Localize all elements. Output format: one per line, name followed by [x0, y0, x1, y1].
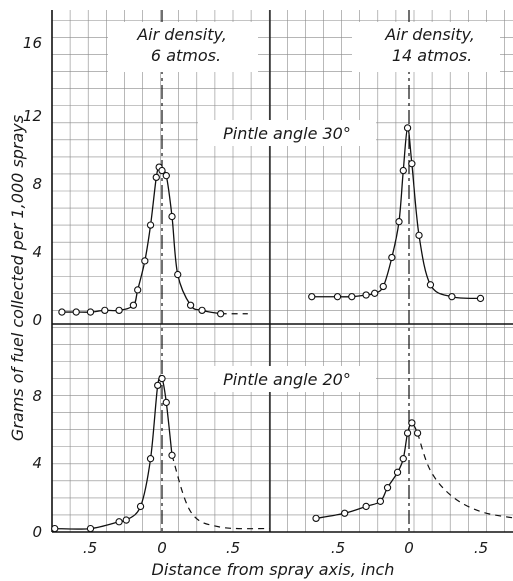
data-point — [115, 518, 123, 526]
data-point — [399, 166, 407, 175]
data-point — [413, 429, 422, 437]
y-tick-label: 0 — [32, 523, 42, 541]
data-point — [376, 497, 385, 505]
data-point — [141, 257, 149, 265]
data-point — [158, 374, 166, 383]
x-tick-label: .5 — [474, 539, 488, 557]
data-point — [308, 293, 316, 301]
data-point — [333, 293, 342, 301]
x-tick-label: .5 — [83, 539, 97, 557]
series-line-bottom-left — [54, 375, 173, 530]
y-tick-label: 4 — [32, 454, 42, 472]
data-point — [115, 306, 123, 315]
data-point — [383, 484, 392, 492]
data-point — [158, 166, 166, 175]
data-point — [101, 306, 109, 315]
data-point — [162, 398, 170, 407]
x-axis-label: Distance from spray axis, inch — [152, 560, 395, 579]
data-point — [371, 289, 379, 297]
x-tick-labels: .5 0 .5 .5 0 .5 — [83, 539, 488, 557]
y-tick-label: 4 — [32, 243, 42, 261]
data-point — [403, 124, 412, 132]
x-tick-label: 0 — [404, 539, 414, 557]
data-point — [146, 455, 155, 463]
data-point — [476, 294, 485, 303]
y-tick-label: 12 — [23, 107, 42, 125]
data-point — [72, 308, 80, 316]
data-point — [154, 381, 162, 390]
data-point — [312, 514, 320, 523]
data-point — [174, 270, 182, 279]
air-density-left-line-2: 6 atmos. — [151, 46, 221, 65]
data-point — [408, 160, 416, 168]
data-point — [51, 524, 59, 533]
data-markers — [51, 124, 485, 533]
data-point — [162, 172, 170, 180]
data-point — [136, 502, 145, 511]
data-point — [134, 286, 142, 294]
data-point — [198, 306, 206, 315]
air-density-right-line-1: Air density, — [384, 25, 475, 44]
data-point — [86, 524, 95, 533]
data-point — [129, 301, 138, 309]
pintle-angle-30-title: Pintle angle 30° — [223, 124, 351, 143]
data-point — [58, 308, 66, 316]
data-point — [408, 419, 416, 427]
y-tick-label: 0 — [32, 311, 42, 329]
data-point — [393, 468, 402, 476]
data-point — [399, 455, 407, 463]
data-point — [146, 221, 155, 229]
data-point — [86, 308, 95, 316]
pintle-angle-20-title: Pintle angle 20° — [223, 370, 351, 389]
series-dashed-extension-bottom-right — [417, 432, 513, 519]
y-axis-label: Grams of fuel collected per 1,000 sprays — [8, 115, 27, 441]
data-point — [348, 293, 356, 301]
data-point — [186, 301, 195, 309]
data-point — [362, 291, 370, 299]
data-point — [168, 451, 176, 459]
data-point — [395, 218, 403, 226]
x-tick-label: .5 — [331, 539, 345, 557]
series-dashed-extension-bottom-left — [171, 455, 270, 530]
bottom-y-tick-labels: 8 4 0 — [32, 387, 42, 541]
air-density-right-line-2: 14 atmos. — [392, 46, 472, 65]
data-point — [426, 281, 435, 289]
y-tick-label: 16 — [23, 34, 42, 52]
data-point — [415, 231, 423, 239]
data-point — [340, 509, 349, 517]
x-tick-label: 0 — [157, 539, 167, 557]
x-tick-label: .5 — [226, 539, 240, 557]
grid — [51, 10, 513, 533]
data-point — [388, 253, 396, 262]
data-point — [448, 293, 456, 301]
data-point — [152, 173, 160, 182]
air-density-left-line-1: Air density, — [136, 25, 227, 44]
axis-titles: Grams of fuel collected per 1,000 sprays… — [8, 115, 394, 579]
data-point — [216, 310, 225, 318]
data-point — [362, 502, 370, 511]
y-tick-label: 8 — [32, 387, 42, 405]
data-curves — [54, 127, 513, 530]
annotations: Air density, 6 atmos. Air density, 14 at… — [108, 22, 500, 392]
top-y-tick-labels: 16 12 8 4 0 — [23, 34, 42, 329]
data-point — [122, 516, 130, 524]
data-point — [168, 212, 176, 221]
axes — [51, 10, 513, 533]
data-point — [379, 282, 387, 291]
y-tick-label: 8 — [32, 175, 42, 193]
data-point — [403, 429, 412, 437]
